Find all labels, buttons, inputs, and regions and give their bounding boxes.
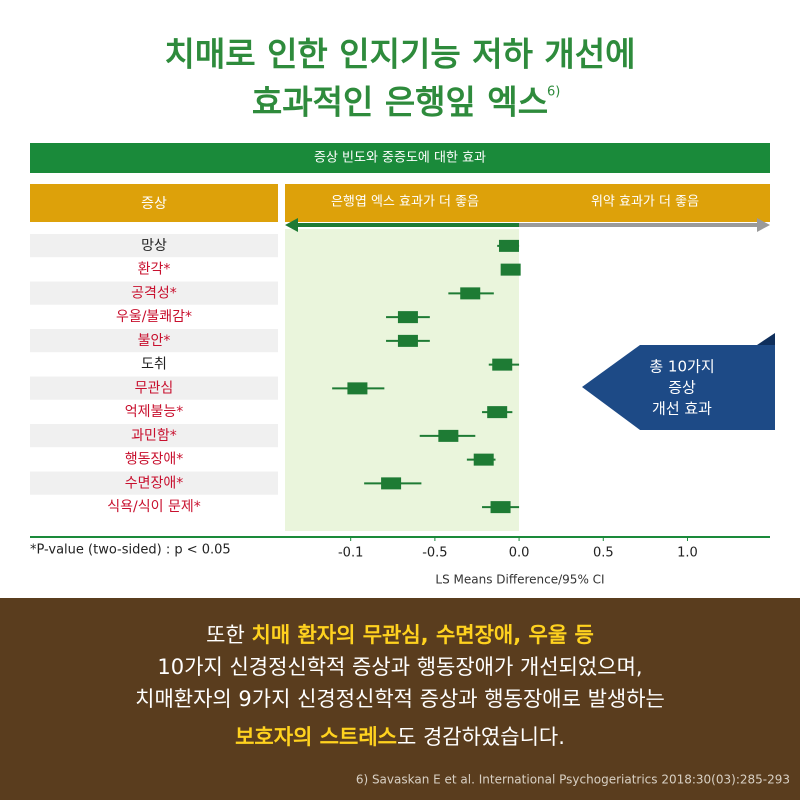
x-tick-label: -0.1 [338, 546, 363, 561]
estimate [487, 406, 508, 419]
footer-text: 보호자의 스트레스도 경감하였습니다. [235, 725, 565, 749]
callout-arrow [582, 345, 775, 430]
footer-segment: 치매 환자의 무관심, 수면장애, 우울 등 [252, 623, 594, 647]
symptom-label: 도취 [141, 357, 167, 373]
row-bg [30, 234, 278, 258]
row-bg [30, 281, 278, 306]
arrow-head [757, 218, 770, 232]
footer-bg [0, 598, 800, 800]
symptom-label: 억제불능* [125, 404, 184, 420]
symptom-label: 환각* [138, 262, 171, 278]
x-axis-label: LS Means Difference/95% CI [435, 573, 604, 587]
title: 효과적인 은행잎 엑스 [252, 83, 548, 122]
title: 치매로 인한 인지기능 저하 개선에 [165, 35, 636, 74]
estimate [492, 358, 513, 371]
estimate [397, 311, 418, 324]
x-tick-label: -0.5 [422, 546, 447, 561]
symptom-label: 불안* [138, 333, 171, 349]
row-bg [30, 471, 278, 496]
x-tick-label: 0.0 [509, 546, 530, 561]
arrow-head [285, 218, 298, 232]
footer-text: 또한 치매 환자의 무관심, 수면장애, 우울 등 [206, 623, 594, 647]
callout-text: 증상 [668, 379, 696, 397]
left-label: 은행엽 엑스 효과가 더 좋음 [331, 194, 479, 210]
footer-text: 치매환자의 9가지 신경정신학적 증상과 행동장애로 발생하는 [135, 687, 665, 711]
symptom-label: 식욕/식이 문제* [107, 499, 200, 515]
footer-segment: 치매환자의 9가지 신경정신학적 증상과 행동장애로 발생하는 [135, 687, 665, 711]
citation: 6) Savaskan E et al. International Psych… [356, 773, 790, 787]
estimate [397, 334, 418, 347]
row-bg [30, 424, 278, 448]
column-header: 증상 [141, 196, 167, 212]
section-title: 증상 빈도와 중증도에 대한 효과 [314, 151, 486, 166]
row-bg [30, 329, 278, 353]
symptom-label: 공격성* [131, 285, 177, 301]
x-tick-label: 1.0 [677, 546, 698, 561]
callout-text: 개선 효과 [652, 400, 712, 418]
estimate [498, 239, 519, 252]
footer-segment: 도 경감하였습니다. [397, 725, 565, 749]
plot-bg [285, 229, 519, 531]
footnote: *P-value (two-sided) : p < 0.05 [30, 543, 231, 558]
right-label: 위약 효과가 더 좋음 [591, 195, 699, 210]
footer-segment: 보호자의 스트레스 [235, 725, 397, 749]
estimate [438, 429, 459, 442]
estimate [473, 453, 494, 466]
row-bg [30, 376, 278, 401]
x-tick-label: 0.5 [593, 546, 614, 561]
footer-segment: 또한 [206, 623, 251, 647]
section-bar [30, 143, 770, 173]
footer-segment: 10가지 신경정신학적 증상과 행동장애가 개선되었으며, [157, 655, 642, 679]
symptom-label: 행동장애* [125, 452, 184, 468]
estimate [347, 382, 368, 395]
estimate [460, 287, 481, 300]
symptom-label: 우울/불쾌감* [116, 309, 192, 325]
estimate [490, 501, 511, 514]
column-header-bg [30, 184, 278, 222]
estimate [381, 477, 402, 490]
column-header-bg [285, 184, 770, 222]
callout-fold [757, 333, 775, 345]
symptom-label: 무관심 [135, 380, 174, 396]
callout-text: 총 10가지 [649, 358, 714, 376]
symptom-label: 망상 [141, 238, 167, 254]
estimate [500, 263, 521, 276]
footer-text: 10가지 신경정신학적 증상과 행동장애가 개선되었으며, [157, 655, 642, 679]
title-note: 6) [547, 85, 560, 100]
symptom-label: 과민함* [131, 428, 177, 444]
symptom-label: 수면장애* [125, 475, 184, 491]
